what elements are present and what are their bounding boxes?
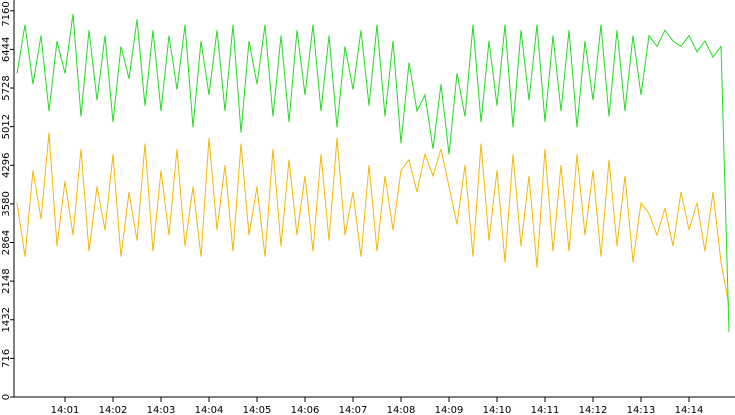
y-tick-label: 4296: [1, 153, 12, 178]
x-tick-label: 14:12: [579, 405, 608, 415]
y-tick-label: 6444: [1, 37, 12, 62]
x-tick-label: 14:01: [51, 405, 80, 415]
y-tick-label: 3580: [1, 191, 12, 216]
x-tick-label: 14:03: [147, 405, 176, 415]
y-tick-label: 1432: [1, 307, 12, 332]
x-tick-label: 14:13: [627, 405, 656, 415]
y-tick-label: 7160: [1, 1, 12, 26]
y-tick-label: 2864: [1, 230, 12, 255]
x-tick-label: 14:11: [531, 405, 560, 415]
x-tick-label: 14:04: [195, 405, 224, 415]
x-tick-label: 14:10: [483, 405, 512, 415]
y-tick-label: 5012: [1, 114, 12, 139]
series-line: [16, 132, 730, 306]
x-tick-label: 14:05: [243, 405, 272, 415]
series-line: [16, 13, 730, 333]
x-tick-label: 14:09: [435, 405, 464, 415]
x-tick-label: 14:08: [387, 405, 416, 415]
x-tick-label: 14:06: [291, 405, 320, 415]
y-tick-label: 0: [1, 394, 12, 400]
x-tick-label: 14:14: [675, 405, 704, 415]
x-tick-label: 14:07: [339, 405, 368, 415]
y-tick-label: 2148: [1, 268, 12, 293]
x-tick-label: 14:02: [99, 405, 128, 415]
y-tick-label: 5728: [1, 75, 12, 100]
y-tick-label: 716: [1, 349, 12, 368]
